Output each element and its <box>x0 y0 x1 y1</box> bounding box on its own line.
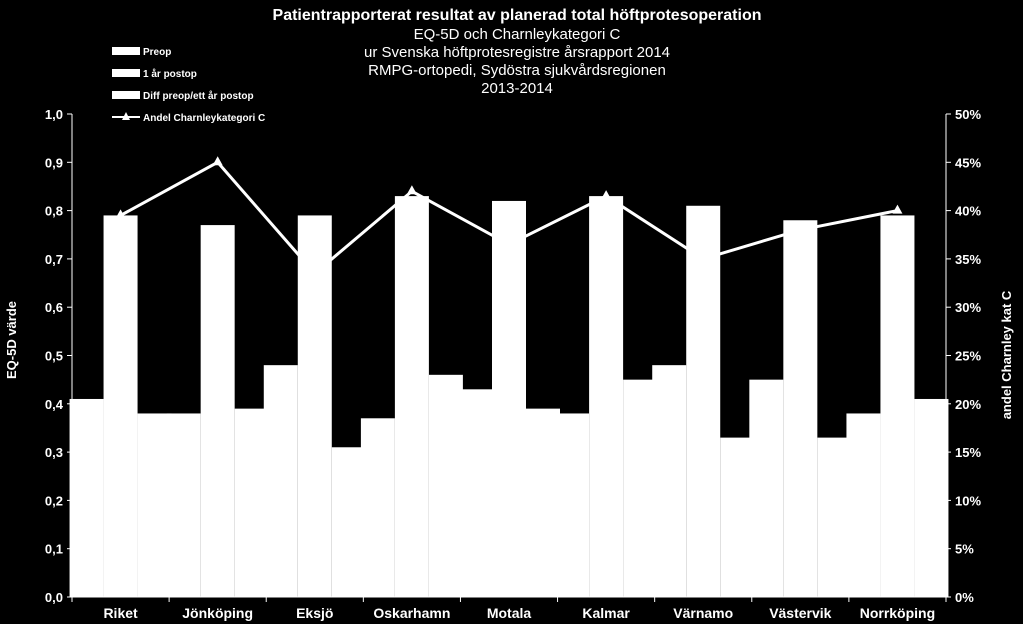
y2-axis-label: andel Charnley kat C <box>999 290 1014 419</box>
y-axis-label: EQ-5D värde <box>4 301 19 379</box>
bars <box>69 196 949 598</box>
y2-tick-label: 5% <box>955 542 974 557</box>
y2-tick-label: 30% <box>955 300 981 315</box>
x-tick-label: Oskarhamn <box>373 605 450 621</box>
bar <box>817 437 852 597</box>
bar <box>458 389 492 597</box>
y-tick-label: 1,0 <box>45 107 63 122</box>
line-marker <box>698 252 709 262</box>
line-marker <box>406 185 417 195</box>
y-tick-label: 0,3 <box>45 445 63 460</box>
x-tick-label: Norrköping <box>860 605 935 621</box>
bar <box>234 408 269 597</box>
y2-tick-label: 10% <box>955 493 981 508</box>
bar <box>297 215 332 597</box>
x-tick-label: Riket <box>103 605 138 621</box>
y-tick-label: 0,9 <box>45 155 63 170</box>
chart-subtitle-line: EQ-5D och Charnleykategori C <box>414 26 621 43</box>
y-tick-label: 0,2 <box>45 493 63 508</box>
y-tick-label: 0,7 <box>45 252 63 267</box>
legend-swatch <box>112 47 140 55</box>
bar <box>69 398 104 597</box>
y-tick-label: 0,6 <box>45 300 63 315</box>
legend-marker <box>122 112 130 120</box>
x-tick-label: Kalmar <box>582 605 630 621</box>
bar <box>526 408 560 597</box>
legend-label: 1 år postop <box>143 68 197 80</box>
x-tick-label: Motala <box>487 605 532 621</box>
bar <box>428 374 463 597</box>
y-tick-label: 0,0 <box>45 590 63 605</box>
legend: Preop 1 år postop Diff preop/ett år postop… <box>112 47 265 124</box>
legend-swatch <box>112 91 140 99</box>
x-tick-label: Eksjö <box>296 605 333 621</box>
legend-label: Preop <box>143 47 171 58</box>
y-tick-label: 0,8 <box>45 204 63 219</box>
bar <box>555 413 590 597</box>
y-tick-label: 0,4 <box>45 397 64 412</box>
y2-tick-label: 15% <box>955 445 981 460</box>
legend-label: Andel Charnleykategori C <box>143 113 265 124</box>
axes: 0,0 0,1 0,2 0,3 0,4 0,5 0,6 0,7 0,8 0,9 1,0 0% 5% 10%… <box>45 107 982 621</box>
bar <box>749 379 784 597</box>
y2-tick-label: 35% <box>955 252 981 267</box>
bar <box>103 215 138 597</box>
bar <box>846 413 881 597</box>
bar <box>880 215 915 597</box>
x-tick-label: Västervik <box>769 605 831 621</box>
bar <box>720 437 755 597</box>
bar <box>492 200 526 597</box>
bar <box>263 365 298 597</box>
y2-tick-label: 25% <box>955 349 981 364</box>
bar <box>914 398 949 597</box>
y2-tick-label: 0% <box>955 590 974 605</box>
line-marker <box>309 267 320 277</box>
chart-subtitle-line: RMPG-ortopedi, Sydöstra sjukvårdsregione… <box>368 62 666 79</box>
bar <box>623 379 658 597</box>
y2-tick-label: 20% <box>955 397 981 412</box>
line-marker <box>892 204 903 214</box>
bar <box>166 413 201 597</box>
bar <box>783 220 818 597</box>
bar <box>331 447 366 597</box>
bar <box>360 418 395 597</box>
bar <box>137 413 172 597</box>
line-marker <box>601 190 612 200</box>
y2-tick-label: 45% <box>955 155 981 170</box>
x-tick-label: Jönköping <box>182 605 253 621</box>
chart-subtitle-line: 2013-2014 <box>481 80 553 97</box>
chart-titles: Patientrapporterat resultat av planerad … <box>273 7 762 97</box>
line-marker <box>795 223 806 233</box>
legend-swatch <box>112 69 140 77</box>
chart-title: Patientrapporterat resultat av planerad … <box>273 7 762 24</box>
bar <box>200 225 235 597</box>
legend-label: Diff preop/ett år postop <box>143 90 254 102</box>
y2-tick-label: 50% <box>955 107 981 122</box>
line-marker <box>504 238 514 248</box>
y-tick-label: 0,5 <box>45 349 63 364</box>
bar <box>686 205 721 597</box>
line-marker <box>212 156 223 166</box>
bar <box>652 365 687 597</box>
bar <box>394 196 429 598</box>
bar <box>589 196 624 598</box>
y-tick-label: 0,1 <box>45 542 63 557</box>
chart-subtitle-line: ur Svenska höftprotesregistre årsrapport… <box>364 44 670 61</box>
y2-tick-label: 40% <box>955 204 981 219</box>
charnley-line <box>115 156 903 277</box>
x-tick-label: Värnamo <box>673 605 733 621</box>
line-marker <box>115 209 126 219</box>
